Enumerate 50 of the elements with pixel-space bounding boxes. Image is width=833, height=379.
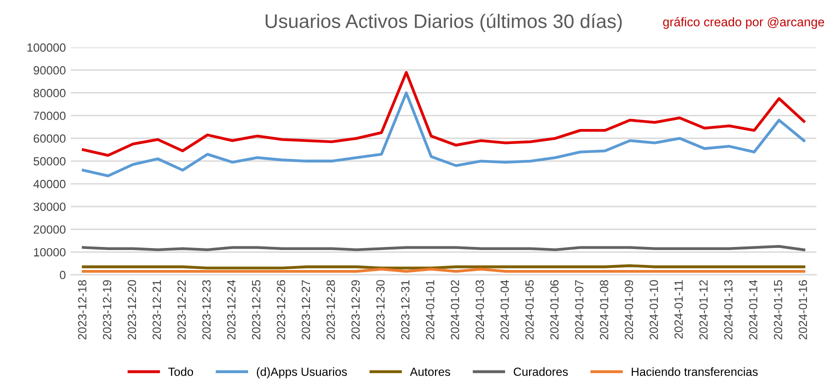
x-tick-label: 2023-12-29 <box>351 280 360 340</box>
x-tick-label: 2023-12-26 <box>276 280 286 340</box>
x-tick-label: 2024-01-11 <box>674 280 683 339</box>
x-tick-label: 2024-01-01 <box>426 280 434 340</box>
x-tick-label: 2024-01-14 <box>749 280 758 340</box>
x-tick-label: 2024-01-15 <box>774 280 782 340</box>
x-tick-label: 2023-12-21 <box>152 280 161 340</box>
line-series <box>82 91 806 178</box>
y-tick-label: 100000 <box>27 43 66 52</box>
x-tick-label: 2023-12-30 <box>376 280 385 340</box>
x-tick-label: 2023-12-27 <box>302 280 310 340</box>
line-series <box>82 71 806 157</box>
x-tick-label: 2023-12-24 <box>227 280 236 340</box>
legend-label: Todo <box>168 367 194 376</box>
legend-label: (d)Apps Usuarios <box>256 367 347 378</box>
x-tick-label: 2024-01-07 <box>575 280 584 340</box>
legend-label: Autores <box>410 368 450 376</box>
y-tick-label: 40000 <box>33 180 66 188</box>
y-tick-label: 30000 <box>34 202 66 211</box>
x-tick-label: 2024-01-03 <box>476 280 484 340</box>
legend-label: Curadores <box>514 367 568 376</box>
x-tick-label: 2023-12-22 <box>177 280 186 340</box>
x-tick-label: 2024-01-04 <box>500 280 509 340</box>
text: gráfico creado por @arcange <box>663 17 824 29</box>
x-tick-label: 2023-12-20 <box>128 280 136 340</box>
legend-label: Haciendo transferencias <box>632 367 758 376</box>
x-tick-label: 2024-01-13 <box>724 280 733 340</box>
x-tick-label: 2024-01-09 <box>624 280 634 340</box>
y-tick-label: 90000 <box>34 66 66 75</box>
x-tick-label: 2023-12-31 <box>401 280 410 340</box>
x-tick-label: 2024-01-05 <box>525 280 534 340</box>
y-tick-label: 0 <box>60 270 66 280</box>
x-tick-label: 2023-12-25 <box>252 280 260 340</box>
y-tick-label: 10000 <box>34 248 66 256</box>
x-tick-label: 2024-01-10 <box>650 280 658 340</box>
y-tick-label: 70000 <box>34 112 66 120</box>
y-tick-label: 50000 <box>34 157 66 166</box>
chart-title: Usuarios Activos Diarios (últimos 30 días) <box>266 14 622 32</box>
x-tick-label: 2024-01-16 <box>798 280 808 340</box>
y-tick-label: 80000 <box>34 88 66 98</box>
x-tick-label: 2023-12-28 <box>326 280 335 340</box>
x-tick-label: 2024-01-12 <box>699 280 708 340</box>
x-tick-label: 2024-01-08 <box>600 280 608 340</box>
y-tick-label: 20000 <box>34 225 66 234</box>
x-tick-label: 2023-12-18 <box>78 280 86 340</box>
x-tick-label: 2024-01-06 <box>550 280 559 340</box>
x-tick-label: 2024-01-02 <box>450 280 460 340</box>
y-tick-label: 60000 <box>34 134 66 143</box>
x-tick-label: 2023-12-19 <box>102 280 112 340</box>
x-tick-label: 2023-12-23 <box>202 280 211 340</box>
